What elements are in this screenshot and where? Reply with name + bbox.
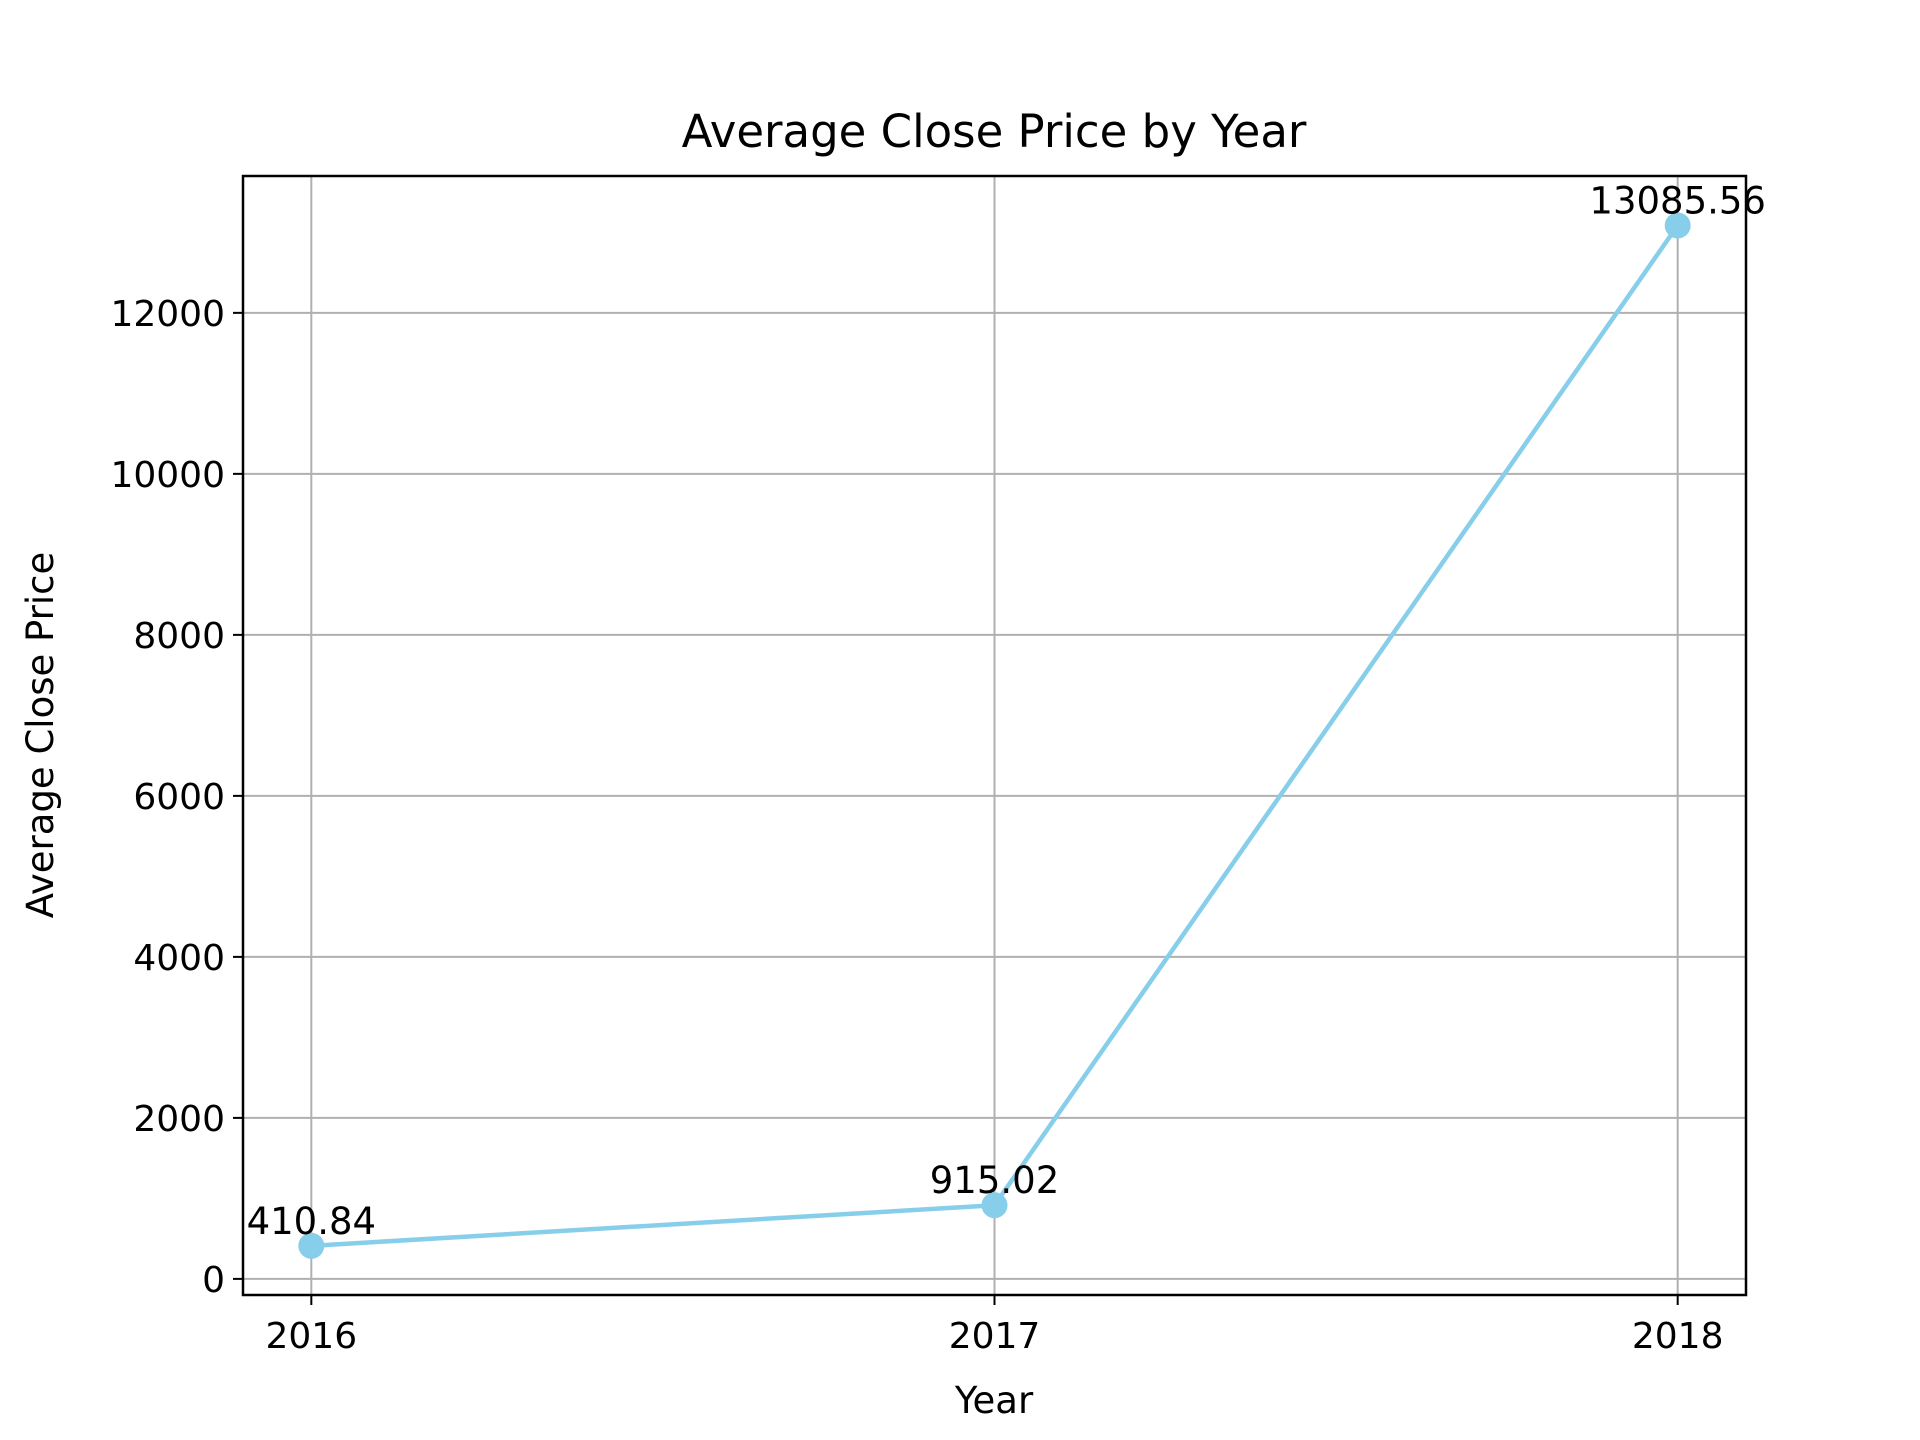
x-axis-ticks: 2016 2017 2018 (266, 1295, 1724, 1357)
data-point (1664, 212, 1691, 239)
y-tick-label: 4000 (133, 938, 225, 979)
y-tick-label: 10000 (110, 455, 225, 496)
data-label: 13085.56 (1589, 179, 1766, 222)
x-tick-label: 2017 (949, 1316, 1041, 1357)
data-label: 410.84 (247, 1200, 376, 1243)
y-tick-label: 12000 (110, 294, 225, 335)
data-point (298, 1232, 325, 1259)
chart-title: Average Close Price by Year (682, 105, 1307, 158)
data-point (981, 1192, 1008, 1219)
y-tick-label: 8000 (133, 616, 225, 657)
data-label: 915.02 (930, 1159, 1059, 1202)
y-axis-ticks: 0 2000 4000 6000 8000 10000 12000 (110, 294, 243, 1301)
y-tick-label: 0 (202, 1260, 225, 1301)
grid (243, 176, 1746, 1295)
data-labels: 410.84 915.02 13085.56 (247, 179, 1766, 1242)
y-tick-label: 2000 (133, 1099, 225, 1140)
x-tick-label: 2018 (1632, 1316, 1724, 1357)
data-points (298, 212, 1691, 1259)
y-axis-label: Average Close Price (19, 552, 62, 919)
x-tick-label: 2016 (266, 1316, 358, 1357)
y-tick-label: 6000 (133, 777, 225, 818)
x-axis-label: Year (954, 1379, 1034, 1422)
